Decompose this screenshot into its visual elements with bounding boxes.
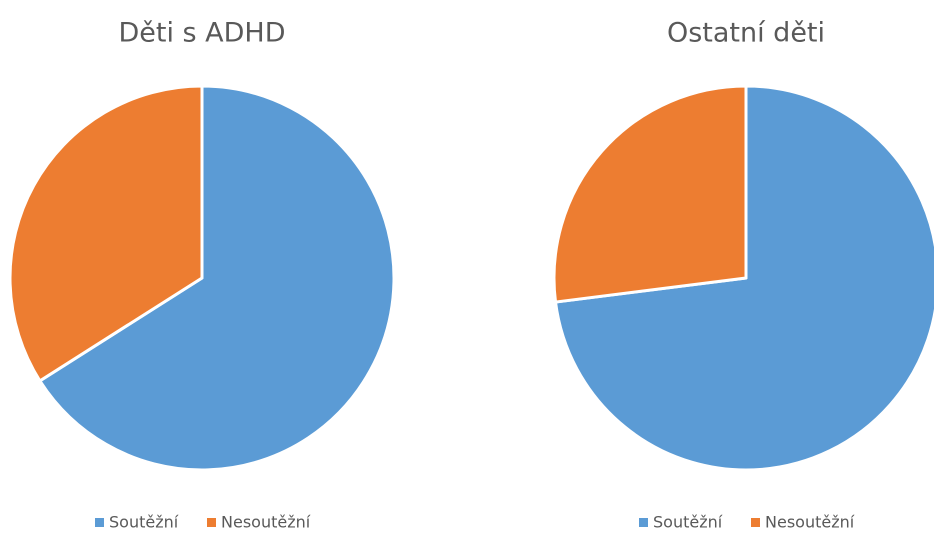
legend-swatch: [207, 518, 216, 527]
chart-title: Děti s ADHD: [118, 18, 285, 49]
pie-slice: [554, 84, 934, 472]
pie-slice: [552, 84, 748, 304]
legend-label: Soutěžní: [653, 513, 723, 532]
legend-label: Nesoutěžní: [765, 513, 855, 532]
pie-slice: [38, 84, 396, 472]
pie-slice: [8, 84, 204, 383]
legend-swatch: [95, 518, 104, 527]
legend-swatch: [639, 518, 648, 527]
legend-label: Soutěžní: [109, 513, 179, 532]
legend-swatch: [751, 518, 760, 527]
legend-label: Nesoutěžní: [221, 513, 311, 532]
chart-title: Ostatní děti: [667, 18, 825, 49]
